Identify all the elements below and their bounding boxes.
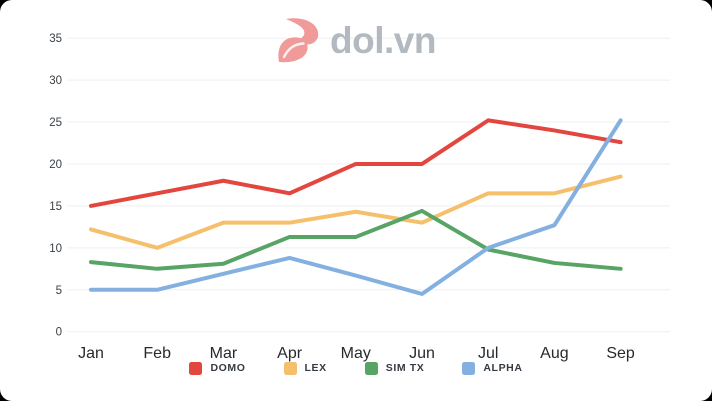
y-tick-label: 20	[49, 159, 62, 171]
x-tick-label: Aug	[540, 345, 568, 362]
logo-text: dol.vn	[330, 20, 436, 61]
legend-swatch-icon	[364, 362, 378, 375]
y-tick-label: 5	[56, 285, 62, 297]
legend-swatch-icon	[189, 362, 203, 375]
x-tick-label: Jul	[478, 345, 498, 362]
x-tick-label: Jan	[78, 345, 104, 362]
series-line-domo	[89, 118, 623, 208]
y-tick-label: 15	[49, 201, 62, 213]
legend-label: LEX	[304, 362, 327, 374]
x-tick-label: Mar	[210, 345, 238, 362]
y-tick-label: 25	[49, 117, 62, 129]
legend-label: SIM TX	[385, 362, 425, 374]
legend-item-alpha[interactable]: ALPHA	[462, 362, 522, 375]
legend-swatch-icon	[462, 362, 476, 375]
y-tick-label: 10	[49, 243, 62, 255]
legend-swatch-icon	[283, 362, 297, 375]
legend-item-lex[interactable]: LEX	[283, 362, 327, 375]
legend-label: ALPHA	[483, 362, 523, 374]
y-tick-label: 0	[56, 327, 62, 339]
series-line-alpha	[89, 118, 623, 296]
x-tick-label: Feb	[143, 345, 171, 362]
y-tick-label: 35	[49, 33, 62, 45]
legend-item-domo[interactable]: DOMO	[189, 362, 245, 375]
chart-legend: DOMO LEX SIM TX ALPHA	[0, 362, 712, 375]
x-tick-label: Jun	[409, 345, 435, 362]
series-line-sim-tx	[89, 208, 623, 271]
y-tick-label: 30	[49, 75, 62, 87]
legend-label: DOMO	[210, 362, 246, 374]
legend-item-sim-tx[interactable]: SIM TX	[364, 362, 425, 375]
dol-logo-icon	[278, 18, 319, 63]
x-tick-label: May	[341, 345, 371, 362]
x-tick-label: Sep	[606, 345, 635, 362]
series-line-lex	[89, 174, 623, 250]
x-tick-label: Apr	[277, 345, 303, 362]
logo: dol.vn	[276, 18, 436, 63]
